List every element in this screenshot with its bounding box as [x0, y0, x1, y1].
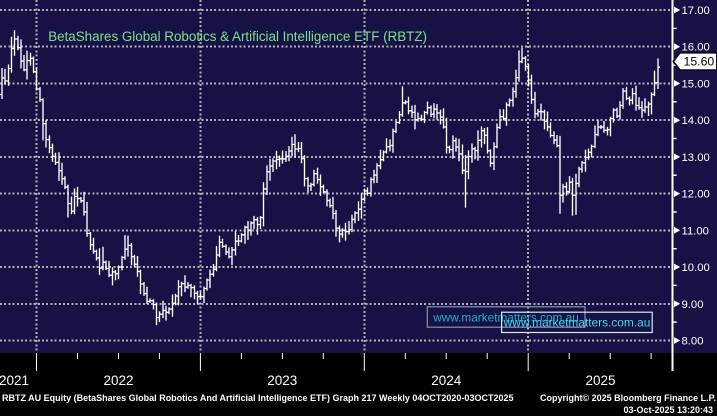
svg-text:2021: 2021: [0, 373, 29, 388]
svg-text:03-Oct-2025 13:20:43: 03-Oct-2025 13:20:43: [623, 405, 713, 415]
svg-text:14.00: 14.00: [682, 115, 710, 127]
svg-text:15.60: 15.60: [684, 55, 715, 69]
svg-text:2025: 2025: [585, 373, 615, 388]
svg-text:RBTZ AU Equity (BetaShares Glo: RBTZ AU Equity (BetaShares Global Roboti…: [2, 393, 513, 403]
svg-text:9.00: 9.00: [682, 299, 704, 311]
svg-text:2024: 2024: [431, 373, 462, 388]
svg-text:15.00: 15.00: [682, 78, 710, 90]
svg-text:2022: 2022: [103, 373, 133, 388]
svg-text:11.00: 11.00: [682, 225, 709, 237]
svg-text:16.00: 16.00: [682, 42, 710, 54]
svg-text:17.00: 17.00: [682, 5, 710, 17]
svg-text:Copyright© 2025 Bloomberg Fina: Copyright© 2025 Bloomberg Finance L.P.: [540, 393, 716, 403]
svg-text:12.00: 12.00: [682, 189, 710, 201]
svg-text:10.00: 10.00: [682, 262, 710, 274]
svg-text:13.00: 13.00: [682, 152, 710, 164]
svg-text:www.marketmatters.com.au: www.marketmatters.com.au: [432, 310, 579, 324]
svg-text:BetaShares Global Robotics & A: BetaShares Global Robotics & Artificial …: [48, 29, 427, 44]
svg-text:8.00: 8.00: [682, 336, 704, 348]
svg-text:2023: 2023: [267, 373, 297, 388]
svg-text:www.marketmatters.com.au: www.marketmatters.com.au: [503, 316, 651, 330]
